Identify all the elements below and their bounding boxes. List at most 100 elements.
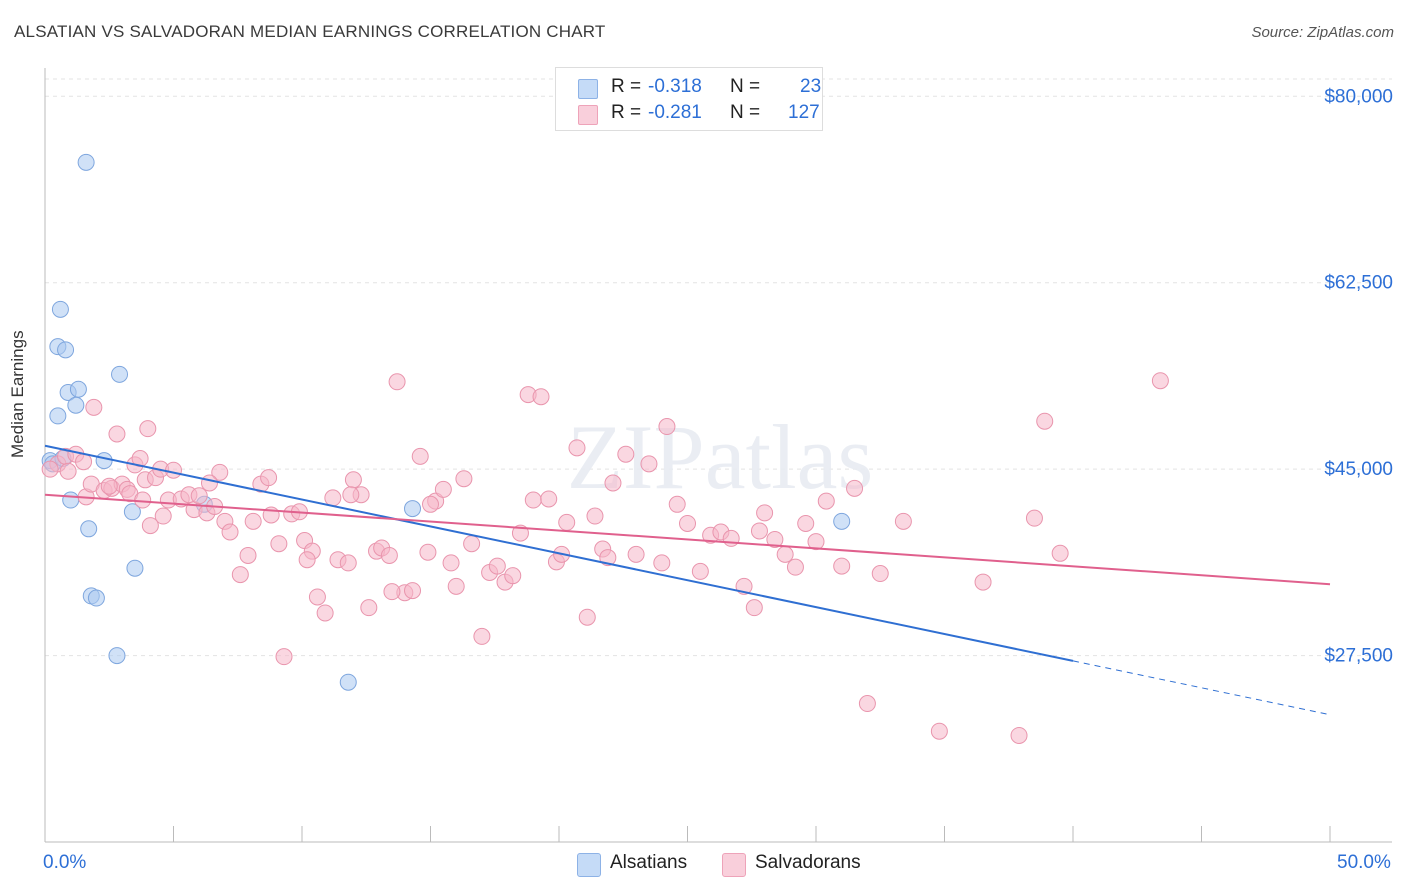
salvadoran-trend-line: [44, 493, 1331, 586]
x-tick-label-max: 50.0%: [1337, 852, 1391, 873]
alsatian-point: [111, 365, 129, 383]
salvadoran-point: [308, 588, 326, 606]
salvadoran-point: [488, 557, 506, 575]
bottom-legend-swatch-alsatians: [577, 853, 601, 877]
legend-r-value: -0.318: [648, 76, 702, 97]
salvadoran-point: [447, 577, 465, 595]
trend-lines: [44, 444, 1331, 716]
salvadoran-point: [786, 558, 804, 576]
salvadoran-point: [422, 495, 439, 513]
salvadoran-point: [658, 418, 676, 436]
salvadoran-point: [691, 562, 709, 580]
salvadoran-point: [388, 373, 406, 391]
salvadoran-point: [504, 567, 522, 585]
salvadoran-point: [270, 535, 288, 553]
salvadoran-point: [190, 487, 208, 505]
salvadoran-point: [871, 565, 889, 583]
salvadoran-point: [141, 517, 159, 535]
salvadoran-point: [134, 491, 152, 509]
salvadoran-point: [807, 533, 825, 551]
salvadoran-point: [745, 599, 763, 617]
salvadoran-point: [442, 554, 460, 572]
salvadoran-point: [434, 480, 452, 498]
salvadoran-point: [1051, 544, 1069, 562]
salvadoran-point: [260, 469, 278, 487]
salvadoran-point: [558, 513, 576, 531]
x-tick-label-min: 0.0%: [43, 852, 87, 873]
alsatian-point: [95, 452, 113, 470]
gridlines: [45, 78, 1392, 657]
correlation-legend: R = -0.318 N = 23 R = -0.281 N = 127: [555, 67, 823, 131]
salvadoran-point: [599, 549, 617, 567]
salvadoran-point: [974, 573, 992, 591]
alsatian-point: [49, 407, 67, 425]
alsatian-point: [126, 559, 144, 577]
salvadoran-point: [221, 523, 239, 541]
y-tick-label: $62,500: [1324, 273, 1393, 294]
alsatian-point: [123, 503, 141, 521]
salvadoran-point: [211, 463, 229, 481]
y-tick-label: $45,000: [1324, 459, 1393, 480]
alsatian-trend-extension: [1072, 660, 1331, 716]
salvadoran-point: [85, 398, 103, 416]
salvadoran-point: [532, 388, 550, 406]
alsatian-point: [67, 396, 85, 414]
salvadoran-points: [41, 372, 1169, 744]
salvadoran-point: [344, 471, 362, 489]
alsatian-trend-line: [44, 444, 1074, 662]
salvadoran-point: [894, 512, 912, 530]
salvadoran-point: [244, 512, 262, 530]
salvadoran-point: [165, 461, 182, 479]
salvadoran-point: [339, 554, 357, 572]
salvadoran-point: [298, 551, 316, 569]
salvadoran-point: [419, 543, 437, 561]
salvadoran-point: [360, 599, 378, 617]
legend-swatch-alsatians: [578, 79, 598, 99]
salvadoran-point: [1151, 372, 1169, 390]
salvadoran-point: [316, 604, 334, 622]
salvadoran-point: [766, 530, 784, 548]
salvadoran-point: [586, 507, 604, 525]
salvadoran-point: [679, 514, 696, 532]
salvadoran-point: [473, 627, 491, 645]
salvadoran-point: [668, 495, 686, 513]
salvadoran-point: [275, 648, 293, 666]
salvadoran-point: [108, 425, 126, 443]
salvadoran-point: [797, 514, 815, 532]
salvadoran-point: [200, 474, 218, 492]
salvadoran-point: [617, 445, 635, 463]
salvadoran-point: [342, 486, 360, 504]
legend-swatch-salvadorans: [578, 105, 598, 125]
salvadoran-point: [154, 507, 172, 525]
bottom-legend-label-alsatians: Alsatians: [610, 852, 688, 873]
y-tick-label: $80,000: [1324, 86, 1393, 107]
salvadoran-point: [756, 504, 774, 522]
alsatian-point: [62, 491, 80, 509]
alsatian-point: [57, 341, 75, 359]
salvadoran-point: [1025, 509, 1043, 527]
salvadoran-point: [1010, 726, 1028, 744]
y-tick-labels: $27,500 $45,000 $62,500 $80,000: [1324, 86, 1393, 666]
alsatian-point: [108, 647, 126, 665]
salvadoran-point: [833, 557, 851, 575]
salvadoran-point: [41, 460, 59, 478]
legend-n-label: N =: [730, 102, 761, 123]
salvadoran-point: [524, 491, 542, 509]
salvadoran-point: [383, 583, 401, 601]
salvadoran-point: [455, 470, 473, 488]
salvadoran-point: [411, 447, 429, 465]
alsatian-point: [69, 380, 87, 398]
salvadoran-point: [139, 420, 157, 438]
salvadoran-point: [540, 490, 558, 508]
y-tick-label: $27,500: [1324, 646, 1393, 667]
legend-n-label: N =: [730, 76, 761, 97]
salvadoran-point: [239, 546, 257, 564]
salvadoran-point: [380, 546, 398, 564]
salvadoran-point: [463, 535, 481, 553]
source-label: Source: ZipAtlas.com: [1251, 24, 1394, 41]
salvadoran-point: [75, 453, 93, 471]
salvadoran-point: [846, 479, 864, 497]
salvadoran-point: [750, 522, 768, 540]
salvadoran-point: [578, 608, 596, 626]
bottom-legend-label-salvadorans: Salvadorans: [755, 852, 861, 873]
